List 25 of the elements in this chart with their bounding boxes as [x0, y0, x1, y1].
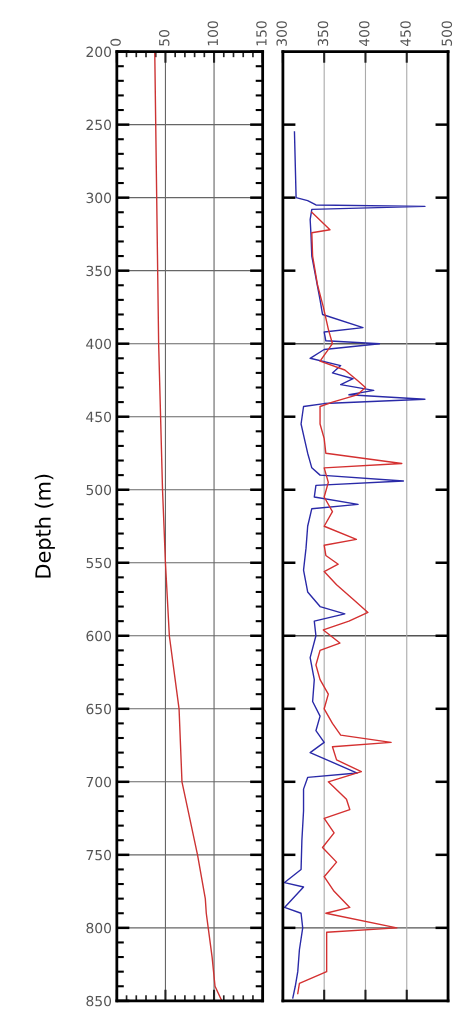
y-tick-label: 800 — [86, 922, 112, 934]
x-tick-label: 400 — [358, 21, 370, 47]
y-tick-label: 500 — [86, 484, 112, 496]
y-tick-label: 750 — [86, 849, 112, 861]
y-tick-label: 300 — [86, 192, 112, 204]
x-tick-label: 0 — [110, 38, 121, 46]
y-tick-label: 350 — [86, 265, 112, 277]
x-tick-label: 300 — [276, 21, 287, 46]
x-tick-label: 50 — [158, 30, 170, 46]
x-tick-label: 500 — [441, 21, 453, 46]
x-tick-label: 450 — [400, 21, 411, 47]
x-tick-label: 150 — [256, 21, 267, 46]
y-tick-label: 450 — [86, 411, 112, 423]
y-tick-label: 650 — [86, 703, 112, 715]
y-tick-label: 850 — [86, 995, 112, 1007]
y-tick-label: 200 — [86, 46, 112, 58]
y-tick-label: 700 — [86, 776, 112, 788]
y-tick-label: 600 — [86, 630, 112, 642]
y-axis-title: Depth (m) — [34, 474, 55, 578]
y-tick-label: 550 — [86, 557, 112, 569]
line-series — [154, 51, 223, 1001]
y-tick-label: 250 — [86, 119, 112, 131]
y-tick-label: 400 — [86, 338, 112, 350]
x-tick-label: 350 — [317, 21, 329, 46]
x-tick-label: 100 — [207, 21, 219, 46]
